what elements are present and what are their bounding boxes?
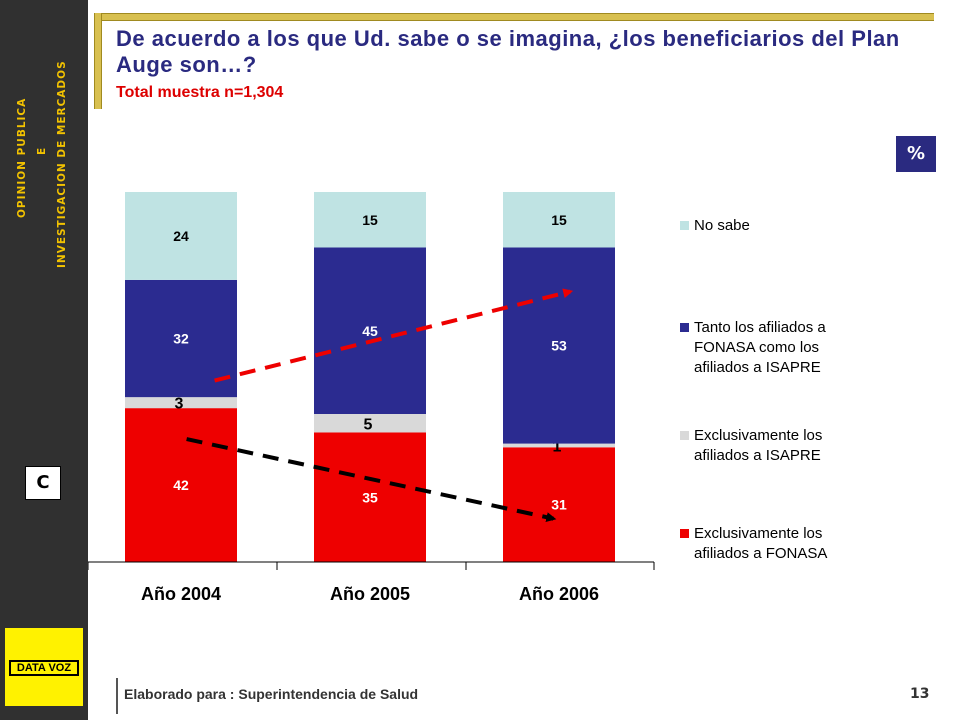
data-label: 31 bbox=[551, 497, 567, 513]
data-label: 1 bbox=[553, 438, 562, 455]
data-label: 15 bbox=[551, 212, 567, 228]
bar-segment bbox=[314, 192, 426, 248]
x-tick-label: Año 2005 bbox=[330, 584, 410, 604]
legend-swatch bbox=[680, 323, 689, 332]
bar-segment bbox=[503, 443, 615, 448]
sidebar-brand-text: OPINION PUBLICA E INVESTIGACION DE MERCA… bbox=[0, 0, 88, 300]
section-badge: C bbox=[25, 466, 61, 500]
bar-segment bbox=[503, 247, 615, 444]
x-tick-label: Año 2004 bbox=[141, 584, 221, 604]
page-title: De acuerdo a los que Ud. sabe o se imagi… bbox=[116, 26, 900, 77]
bars-layer: 42 3 32 24 35 5 45 15 31 1 53 15 bbox=[125, 192, 615, 562]
x-tick-label: Año 2006 bbox=[519, 584, 599, 604]
datavoz-logo: DATA VOZ bbox=[5, 628, 83, 706]
sidebar-line-2: E bbox=[36, 146, 48, 155]
legend-label: Exclusivamente los bbox=[694, 427, 822, 444]
legend-swatch bbox=[680, 431, 689, 440]
bar-segment bbox=[314, 247, 426, 414]
header-rule bbox=[94, 13, 934, 21]
bar-segment bbox=[314, 432, 426, 562]
legend-swatch bbox=[680, 221, 689, 230]
data-label: 35 bbox=[362, 489, 378, 505]
legend-label: Exclusivamente los bbox=[694, 525, 822, 542]
legend-label: FONASA como los bbox=[694, 339, 819, 356]
bar-segment bbox=[314, 414, 426, 433]
x-axis: Año 2004 Año 2005 Año 2006 bbox=[88, 561, 655, 604]
legend-swatch bbox=[680, 529, 689, 538]
data-label: 15 bbox=[362, 212, 378, 228]
legend-label: Tanto los afiliados a bbox=[694, 319, 826, 336]
header-rule-vertical bbox=[94, 13, 102, 109]
sidebar-line-3: INVESTIGACION DE MERCADOS bbox=[56, 60, 68, 268]
data-label: 45 bbox=[362, 323, 378, 339]
bar-segment bbox=[503, 447, 615, 562]
legend-label: No sabe bbox=[694, 217, 750, 234]
trend-arrows bbox=[186, 288, 574, 523]
data-label: 5 bbox=[364, 416, 373, 433]
bar-segment bbox=[125, 397, 237, 409]
data-label: 32 bbox=[173, 331, 189, 347]
bar-segment bbox=[125, 192, 237, 280]
footer-text: Elaborado para : Superintendencia de Sal… bbox=[124, 686, 419, 702]
trend-arrow-up bbox=[214, 288, 574, 383]
legend: No sabe Tanto los afiliados a FONASA como … bbox=[680, 217, 827, 562]
trend-arrow-down bbox=[186, 437, 557, 523]
legend-label: afiliados a ISAPRE bbox=[694, 447, 821, 464]
data-label: 3 bbox=[175, 396, 184, 413]
percent-badge: % bbox=[896, 136, 936, 172]
data-label: 53 bbox=[551, 338, 567, 354]
bar-segment bbox=[503, 192, 615, 248]
legend-label: afiliados a FONASA bbox=[694, 545, 827, 562]
footer-divider bbox=[116, 678, 118, 714]
sidebar-line-1: OPINION PUBLICA bbox=[16, 97, 28, 218]
logo-text: DATA VOZ bbox=[9, 660, 79, 676]
sample-size: Total muestra n=1,304 bbox=[116, 84, 284, 101]
legend-label: afiliados a ISAPRE bbox=[694, 359, 821, 376]
bar-segment bbox=[125, 408, 237, 562]
page-number: 13 bbox=[910, 686, 930, 702]
data-label: 24 bbox=[173, 228, 189, 244]
data-label: 42 bbox=[173, 477, 189, 493]
sidebar: OPINION PUBLICA E INVESTIGACION DE MERCA… bbox=[0, 0, 88, 720]
